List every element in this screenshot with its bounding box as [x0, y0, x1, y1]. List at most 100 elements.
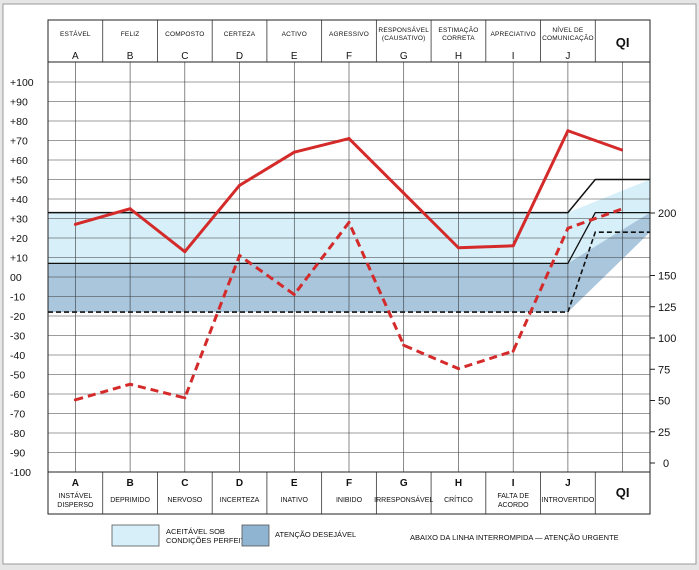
qi-tick-label: 100: [658, 333, 676, 345]
y-tick-label: -40: [10, 350, 25, 362]
y-tick-label: 00: [10, 272, 22, 284]
series-point: [347, 137, 351, 141]
series-point: [73, 398, 77, 402]
desirable-band: [48, 212, 650, 313]
qi-footer-label: QI: [616, 485, 630, 500]
series-point: [456, 246, 460, 250]
y-tick-label: -60: [10, 389, 25, 401]
footer-label: INSTÁVEL: [58, 491, 92, 500]
qi-tick-label: 150: [658, 271, 676, 283]
footer-label: DEPRIMIDO: [110, 497, 150, 504]
footer-label: INATIVO: [281, 497, 309, 504]
header-letter: I: [512, 51, 515, 62]
series-point: [402, 343, 406, 347]
series-point: [128, 207, 132, 211]
header-letter: B: [127, 51, 134, 62]
labels-layer: ESTÁVELAFELIZBCOMPOSTOCCERTEZADACTIVOEAG…: [10, 25, 676, 509]
header-label: CORRETA: [442, 35, 475, 42]
y-tick-label: +60: [10, 155, 28, 167]
y-tick-label: -90: [10, 448, 25, 460]
series-point: [566, 226, 570, 230]
qi-header-label: QI: [616, 35, 630, 50]
footer-label: FALTA DE: [497, 493, 529, 500]
legend-urgent-label: ABAIXO DA LINHA INTERROMPIDA — ATENÇÃO U…: [410, 533, 619, 542]
header-label: ESTIMAÇÃO: [438, 25, 478, 34]
header-letter: F: [346, 51, 352, 62]
series-point: [128, 382, 132, 386]
y-tick-label: -10: [10, 292, 25, 304]
series-point: [566, 129, 570, 133]
header-label: RESPONSÁVEL: [378, 25, 429, 34]
header-label: ESTÁVEL: [60, 29, 91, 38]
qi-tick-label: 0: [663, 458, 669, 470]
series-point: [511, 349, 515, 353]
header-letter: C: [181, 51, 188, 62]
footer-label: INIBIDO: [336, 497, 363, 504]
y-tick-label: -70: [10, 409, 25, 421]
urgent-dashed-line: [48, 231, 650, 313]
footer-letter: C: [181, 478, 188, 489]
footer-letter: I: [512, 478, 515, 489]
y-tick-label: +80: [10, 116, 28, 128]
series-point: [402, 191, 406, 195]
header-label: NÍVEL DE: [552, 25, 583, 34]
footer-letter: J: [565, 478, 571, 489]
qi-tick-label: 200: [658, 208, 676, 220]
series-point: [183, 396, 187, 400]
footer-label: ACORDO: [498, 502, 529, 509]
footer-label: IRRESPONSÁVEL: [374, 495, 433, 504]
chart-frame: [47, 19, 651, 515]
header-label: CERTEZA: [224, 31, 256, 38]
series-point: [238, 183, 242, 187]
header-label: APRECIATIVO: [490, 31, 535, 38]
header-letter: E: [291, 51, 298, 62]
y-tick-label: -80: [10, 428, 25, 440]
footer-letter: A: [72, 478, 79, 489]
header-label: COMPOSTO: [165, 31, 204, 38]
footer-letter: G: [400, 478, 408, 489]
header-label: (CAUSATIVO): [382, 35, 426, 42]
footer-label: CRÍTICO: [444, 495, 473, 504]
series-point: [292, 293, 296, 297]
header-label: FELIZ: [121, 31, 140, 38]
footer-label: INCERTEZA: [220, 497, 260, 504]
qi-tick-label: 125: [658, 302, 676, 314]
y-tick-label: -50: [10, 370, 25, 382]
header-letter: H: [455, 51, 462, 62]
header-letter: J: [565, 51, 570, 62]
header-letter: D: [236, 51, 243, 62]
footer-label: NERVOSO: [167, 497, 202, 504]
y-tick-label: +100: [10, 77, 34, 89]
footer-letter: D: [236, 478, 243, 489]
legend-desirable-label: ATENÇÃO DESEJÁVEL: [275, 530, 356, 539]
desirable-top-line: [48, 211, 650, 265]
footer-label: INTROVERTIDO: [542, 497, 595, 504]
y-tick-label: +90: [10, 97, 28, 109]
y-tick-label: +50: [10, 175, 28, 187]
footer-letter: E: [291, 478, 298, 489]
header-label: ACTIVO: [282, 31, 307, 38]
header-label: AGRESSIVO: [329, 31, 369, 38]
qi-tick-label: 75: [658, 364, 670, 376]
y-tick-label: +70: [10, 136, 28, 148]
series-point: [238, 254, 242, 258]
footer-letter: B: [126, 478, 133, 489]
y-tick-label: +10: [10, 253, 28, 265]
legend-desirable-swatch: [241, 524, 270, 547]
legend-acceptable-label: ACEITÁVEL SOB: [166, 527, 225, 536]
footer-letter: F: [346, 478, 352, 489]
header-letter: A: [72, 51, 79, 62]
series-point: [183, 250, 187, 254]
y-tick-label: -30: [10, 331, 25, 343]
series-point: [73, 222, 77, 226]
legend-acceptable-swatch: [111, 524, 160, 547]
series-layer: [73, 129, 624, 402]
footer-letter: H: [455, 478, 462, 489]
header-label: COMUNICAÇÃO: [542, 33, 594, 42]
y-tick-label: +30: [10, 214, 28, 226]
series-point: [456, 367, 460, 371]
series-point: [347, 220, 351, 224]
legend-acceptable-label: CONDIÇÕES PERFEITAS: [166, 536, 255, 545]
